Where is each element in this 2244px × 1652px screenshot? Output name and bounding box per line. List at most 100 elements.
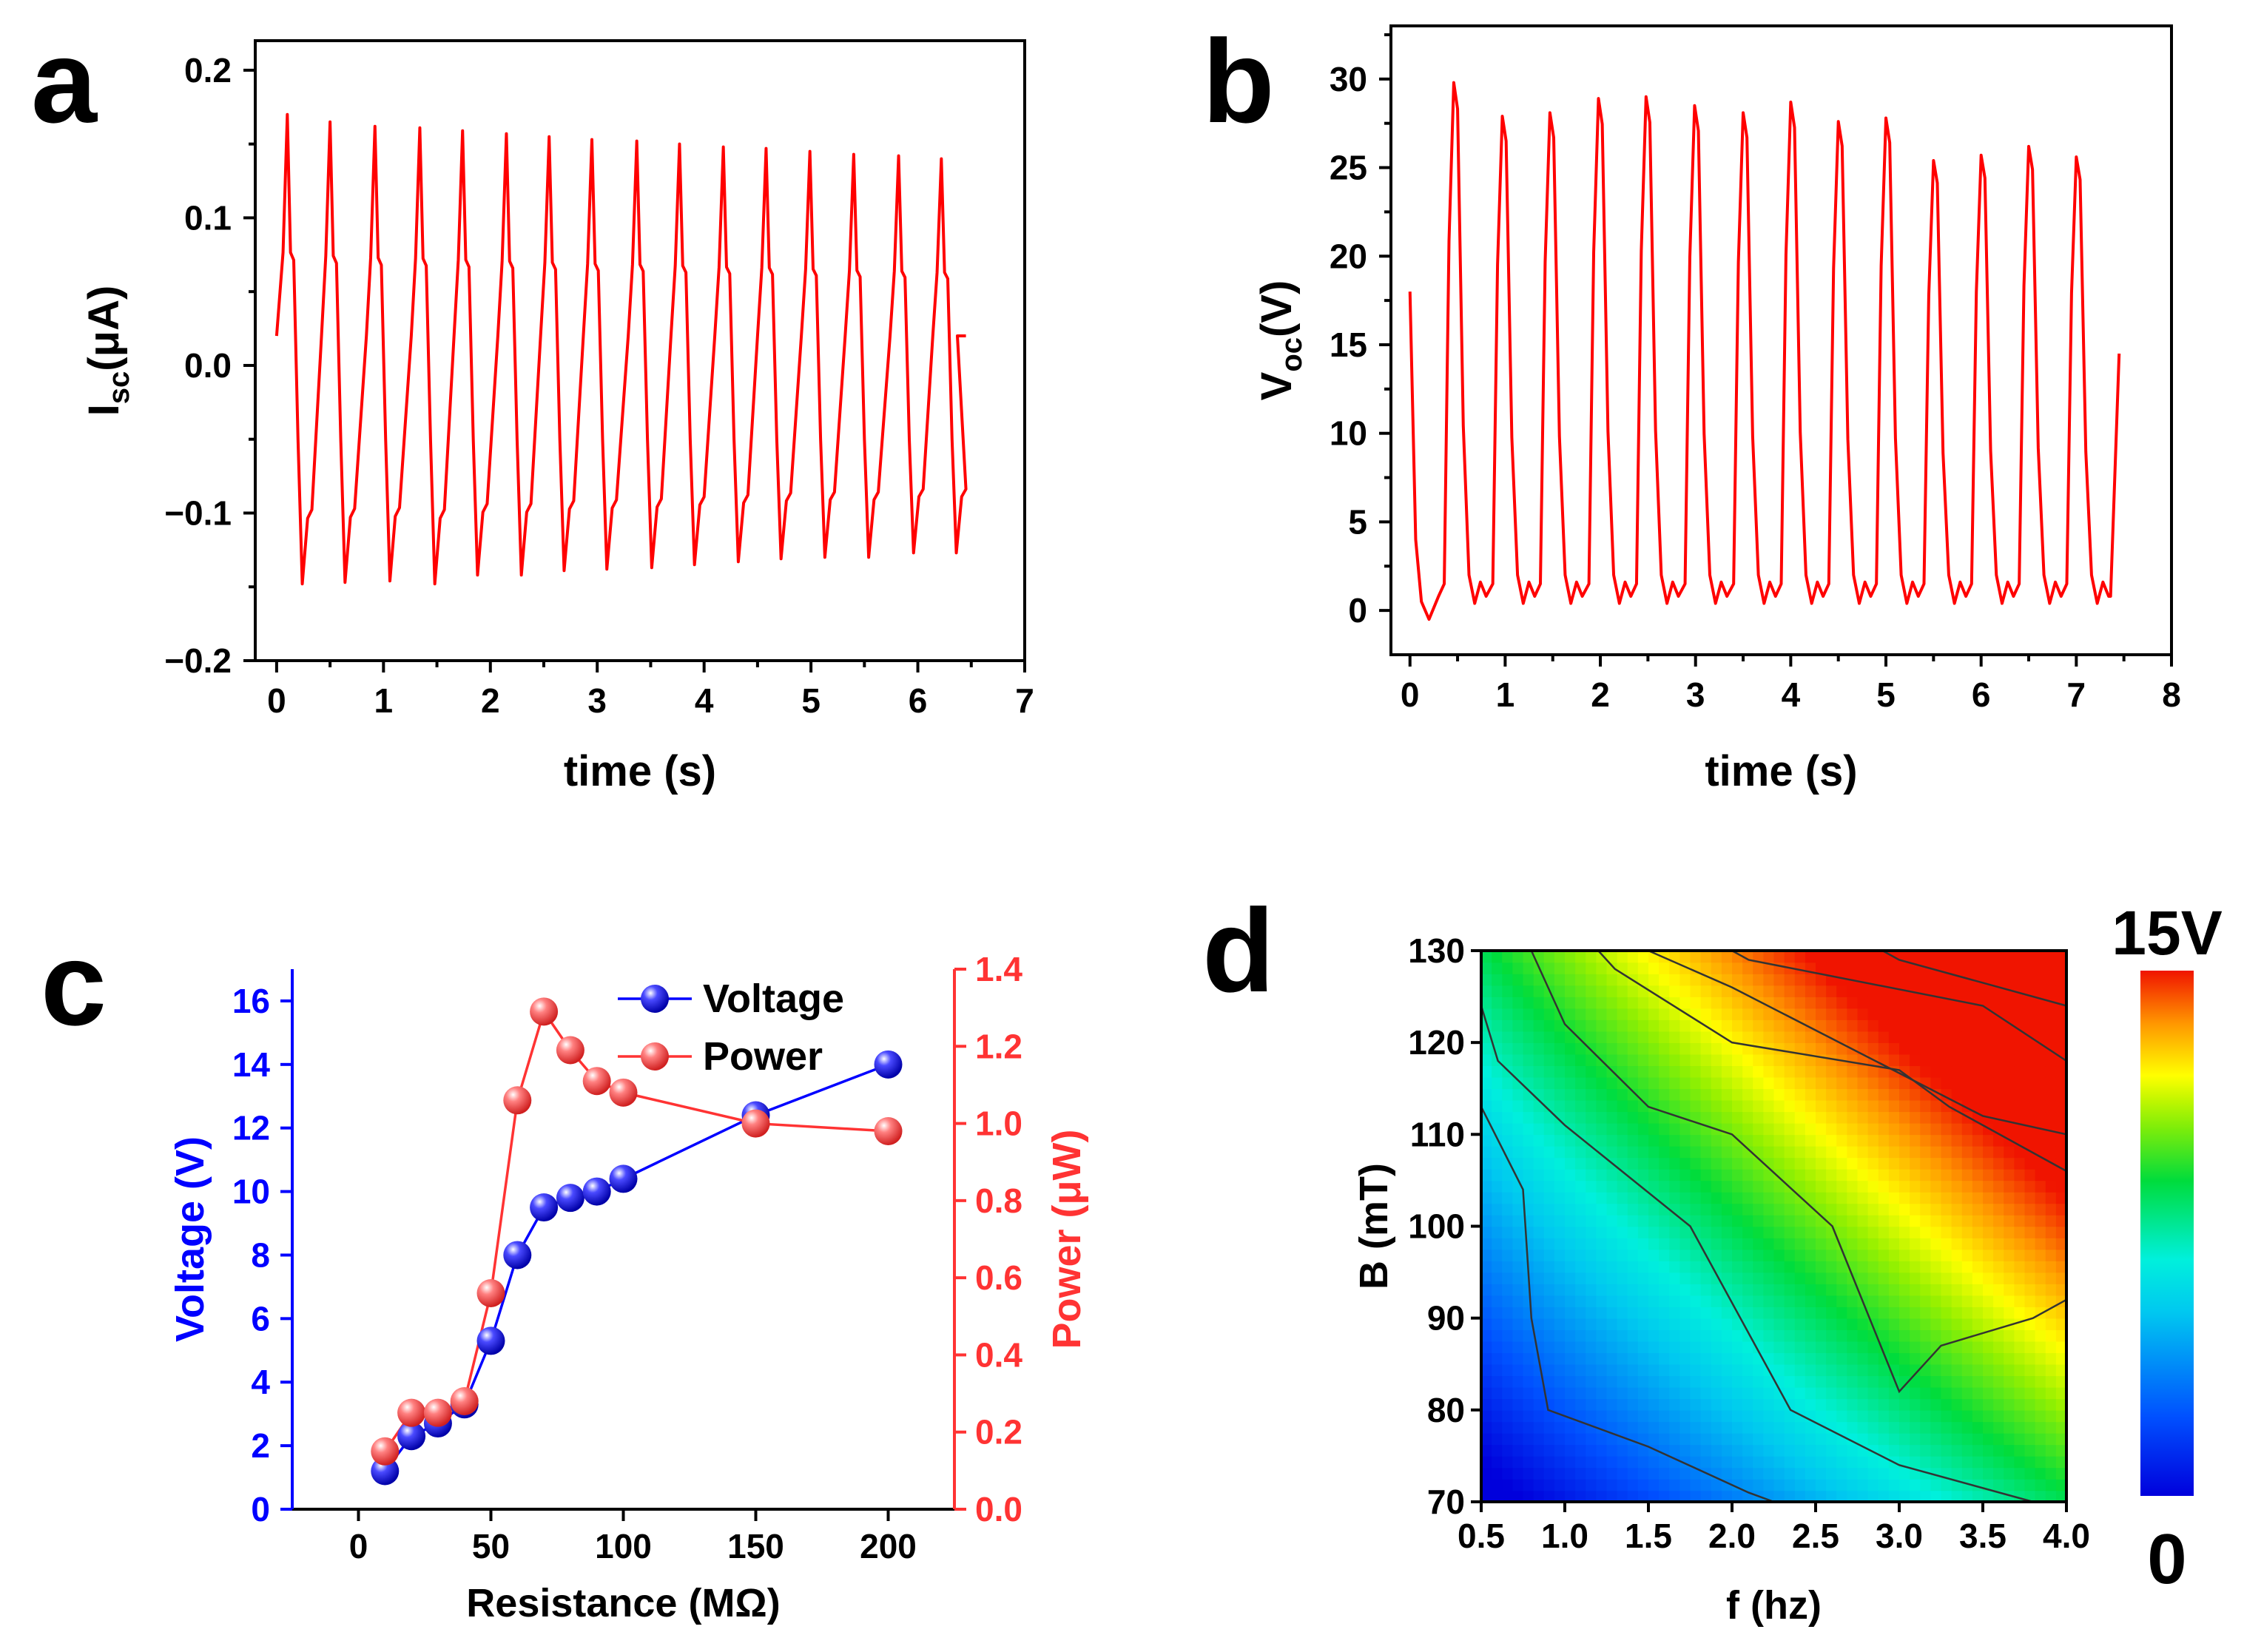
heatmap-cell	[1888, 1238, 1900, 1250]
heatmap-cell	[1836, 1031, 1848, 1043]
heatmap-cell	[1700, 1432, 1712, 1446]
heatmap-cell	[1972, 1214, 1984, 1227]
heatmap-cell	[1721, 1214, 1733, 1227]
heatmap-cell	[1961, 1053, 1973, 1067]
heatmap-cell	[1888, 1122, 1900, 1136]
heatmap-cell	[1659, 1375, 1671, 1388]
heatmap-cell	[1679, 1272, 1691, 1284]
heatmap-cell	[1784, 1490, 1796, 1503]
heatmap-cell	[1816, 1019, 1827, 1032]
heatmap-cell	[1627, 1088, 1639, 1101]
heatmap-cell	[1523, 1008, 1534, 1020]
heatmap-cell	[1481, 1226, 1492, 1238]
heatmap-cell	[1961, 1226, 1973, 1238]
heatmap-cell	[1637, 1076, 1649, 1090]
heatmap-cell	[1648, 1111, 1660, 1124]
heatmap-cell	[1805, 1076, 1816, 1090]
heatmap-cell	[1669, 1226, 1681, 1238]
heatmap-cell	[1732, 1363, 1743, 1377]
heatmap-cell	[1794, 1019, 1806, 1032]
heatmap-cell	[1857, 1031, 1869, 1043]
heatmap-cell	[1637, 1031, 1649, 1043]
heatmap-cell	[1711, 1284, 1722, 1296]
heatmap-cell	[1565, 1295, 1576, 1307]
heatmap-cell	[1888, 1490, 1900, 1503]
heatmap-cell	[1575, 1168, 1587, 1181]
heatmap-cell	[1930, 1363, 1942, 1377]
heatmap-cell	[1878, 1203, 1890, 1216]
heatmap-cell	[1910, 1238, 1921, 1250]
heatmap-cell	[1690, 1341, 1702, 1354]
heatmap-cell	[1878, 1042, 1890, 1055]
heatmap-cell	[1575, 1363, 1587, 1377]
heatmap-cell	[1679, 1444, 1691, 1457]
heatmap-cell	[1867, 962, 1879, 974]
heatmap-cell	[2045, 1065, 2057, 1078]
heatmap-cell	[1565, 1008, 1576, 1020]
heatmap-cell	[1910, 951, 1921, 963]
heatmap-cell	[1648, 997, 1660, 1009]
y-right-tick-label: 0.8	[975, 1181, 1022, 1220]
heatmap-cell	[1836, 1076, 1848, 1090]
heatmap-cell	[1826, 1284, 1838, 1296]
heatmap-cell	[1565, 1180, 1576, 1193]
heatmap-cell	[2055, 1386, 2067, 1400]
heatmap-cell	[1492, 985, 1503, 997]
heatmap-cell	[1586, 1341, 1597, 1354]
heatmap-cell	[1805, 1168, 1816, 1181]
heatmap-cell	[1637, 1363, 1649, 1377]
heatmap-cell	[1533, 1042, 1545, 1055]
heatmap-cell	[1481, 962, 1492, 974]
heatmap-cell	[1857, 1076, 1869, 1090]
heatmap-cell	[1972, 1295, 1984, 1307]
heatmap-cell	[1993, 1076, 2005, 1090]
heatmap-cell	[1596, 1284, 1608, 1296]
heatmap-cell	[1941, 1031, 1952, 1043]
heatmap-cell	[1575, 1019, 1587, 1032]
heatmap-cell	[1565, 1168, 1576, 1181]
heatmap-cell	[1930, 1042, 1942, 1055]
heatmap-cell	[1481, 1076, 1492, 1090]
heatmap-cell	[1753, 1191, 1765, 1204]
heatmap-cell	[2035, 1019, 2046, 1032]
heatmap-cell	[1816, 1099, 1827, 1113]
heatmap-cell	[1586, 1329, 1597, 1342]
heatmap-cell	[1951, 1261, 1963, 1273]
heatmap-cell	[1543, 1076, 1555, 1090]
heatmap-cell	[1941, 1111, 1952, 1124]
heatmap-cell	[1972, 1409, 1984, 1423]
heatmap-cell	[1669, 1088, 1681, 1101]
heatmap-cell	[1836, 1145, 1848, 1159]
heatmap-cell	[1847, 1238, 1859, 1250]
heatmap-cell	[1930, 1329, 1942, 1342]
heatmap-cell	[1972, 1249, 1984, 1261]
heatmap-cell	[1627, 1421, 1639, 1434]
heatmap-cell	[2014, 1284, 2026, 1296]
heatmap-cell	[1700, 1455, 1712, 1469]
y-axis-label-main: V	[1253, 371, 1301, 400]
heatmap-cell	[1565, 1490, 1576, 1503]
heatmap-cell	[1700, 951, 1712, 963]
heatmap-cell	[1742, 1409, 1754, 1423]
heatmap-cell	[1867, 1307, 1879, 1319]
heatmap-cell	[1596, 1042, 1608, 1055]
heatmap-cell	[1543, 1065, 1555, 1078]
heatmap-cell	[1888, 1467, 1900, 1480]
heatmap-cell	[1617, 1191, 1628, 1204]
heatmap-cell	[1930, 1478, 1942, 1491]
data-point-power	[582, 1067, 611, 1096]
heatmap-cell	[1867, 1157, 1879, 1170]
heatmap-cell	[1617, 1053, 1628, 1067]
heatmap-cell	[1721, 1111, 1733, 1124]
heatmap-cell	[1648, 1352, 1660, 1365]
heatmap-cell	[1920, 1203, 1932, 1216]
heatmap-cell	[1972, 1386, 1984, 1400]
heatmap-cell	[1993, 1168, 2005, 1181]
heatmap-cell	[1617, 1099, 1628, 1113]
heatmap-cell	[1899, 1180, 1910, 1193]
heatmap-cell	[1910, 1134, 1921, 1147]
heatmap-cell	[1899, 1318, 1910, 1330]
heatmap-cell	[1910, 1226, 1921, 1238]
heatmap-cell	[1690, 1409, 1702, 1423]
heatmap-cell	[1586, 1203, 1597, 1216]
